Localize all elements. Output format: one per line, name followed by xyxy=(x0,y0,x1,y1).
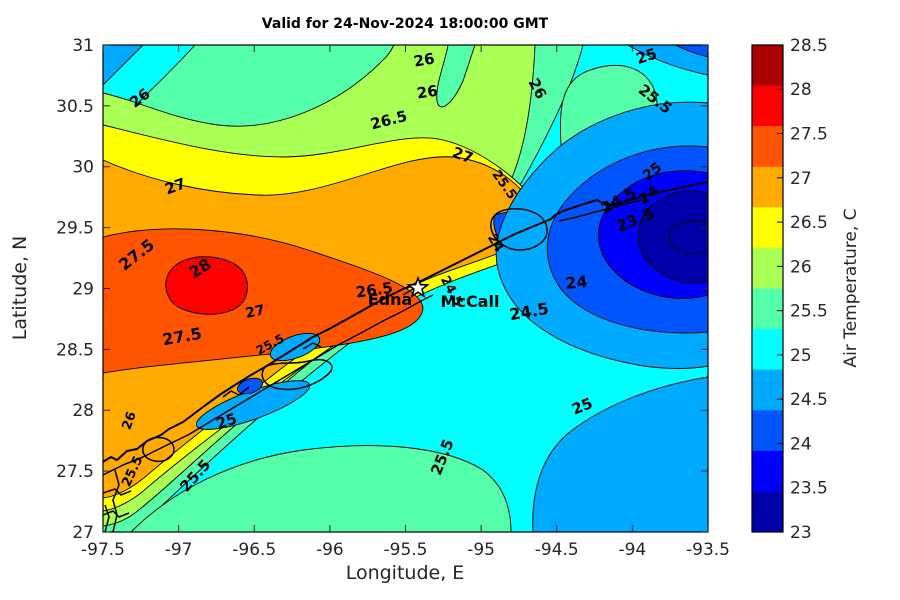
colorbar-tick-label: 23 xyxy=(790,523,812,543)
contour-label: 24 xyxy=(564,272,588,293)
temp-band-region xyxy=(627,45,708,76)
colorbar-tick-label: 25.5 xyxy=(790,302,828,322)
colorbar-tick-label: 28.5 xyxy=(790,36,828,56)
station-labels: Edna McCall xyxy=(368,290,500,311)
contour-line-23 xyxy=(668,220,708,254)
y-tick-label: 29.5 xyxy=(56,219,94,239)
colorbar-band xyxy=(752,126,783,168)
contour-label: 26.5 xyxy=(355,279,394,302)
x-tick-label: -95.5 xyxy=(384,540,428,560)
colorbar-tick-label: 27 xyxy=(790,169,812,189)
colorbar-band xyxy=(752,491,783,533)
temp-band-region xyxy=(532,376,708,532)
y-tick-labels: 31 30.5 30 29.5 29 28.5 28 27.5 27 xyxy=(56,36,94,543)
colorbar-tick-label: 27.5 xyxy=(790,124,828,144)
colorbar-band xyxy=(752,450,783,492)
station-marker-star xyxy=(406,275,430,298)
x-tick-label: -94.5 xyxy=(535,540,579,560)
x-axis-label: Longitude, E xyxy=(346,562,465,584)
colorbar-band xyxy=(752,166,783,208)
station-label: McCall xyxy=(441,292,500,311)
temp-band-region xyxy=(130,445,512,532)
figure-title: Valid for 24-Nov-2024 18:00:00 GMT xyxy=(262,16,549,32)
contour-label: 27 xyxy=(244,302,266,322)
colorbar-border xyxy=(751,44,784,533)
x-tick-label: -94 xyxy=(618,540,646,560)
x-tick-label: -97 xyxy=(165,540,193,560)
colorbar-tick-label: 24 xyxy=(790,434,812,454)
temp-band-region xyxy=(236,377,264,395)
station-label: Edna xyxy=(368,290,413,309)
axis-ticks xyxy=(102,44,709,533)
colorbar-band xyxy=(752,45,783,87)
contour-label: 25 xyxy=(214,409,239,433)
contour-label: 26 xyxy=(412,49,436,70)
x-tick-label: -96.5 xyxy=(232,540,276,560)
contour-label: 26 xyxy=(416,82,439,103)
contour-label: 26 xyxy=(120,410,140,432)
x-tick-label: -95 xyxy=(467,540,495,560)
temp-band-region xyxy=(165,256,248,315)
colorbar-tick-label: 26.5 xyxy=(790,213,828,233)
colorbar-band xyxy=(752,288,783,330)
y-tick-label: 30 xyxy=(72,158,94,178)
colorbar-tick-labels: 28.5 28 27.5 27 26.5 26 25.5 25 24.5 24 23.5 23 xyxy=(790,36,828,543)
x-tick-label: -93.5 xyxy=(686,540,730,560)
contour-label: 25 xyxy=(634,44,659,68)
y-tick-label: 28.5 xyxy=(56,340,94,360)
colorbar-band xyxy=(752,329,783,371)
colorbar-band xyxy=(752,247,783,289)
x-tick-labels: -97.5 -97 -96.5 -96 -95.5 -95 -94.5 -94 -93.5 xyxy=(81,540,730,560)
colorbar-band xyxy=(752,369,783,411)
colorbar-tick-label: 25 xyxy=(790,346,812,366)
colorbar-tick-label: 23.5 xyxy=(790,479,828,499)
colorbar-tick-label: 24.5 xyxy=(790,390,828,410)
y-tick-label: 30.5 xyxy=(56,97,94,117)
colorbar-ticks xyxy=(777,44,783,533)
colorbar xyxy=(752,45,783,533)
y-tick-label: 31 xyxy=(72,36,94,56)
y-axis-label: Latitude, N xyxy=(9,236,31,341)
colorbar-label: Air Temperature, C xyxy=(841,208,861,367)
colorbar-band xyxy=(752,85,783,127)
x-tick-label: -97.5 xyxy=(81,540,125,560)
x-tick-label: -96 xyxy=(316,540,344,560)
y-tick-label: 27 xyxy=(72,523,94,543)
y-tick-label: 27.5 xyxy=(56,462,94,482)
temp-band-region xyxy=(637,190,708,284)
colorbar-tick-label: 28 xyxy=(790,80,812,100)
colorbar-band xyxy=(752,207,783,249)
colorbar-tick-label: 26 xyxy=(790,257,812,277)
y-tick-label: 28 xyxy=(72,401,94,421)
y-tick-label: 29 xyxy=(72,279,94,299)
colorbar-band xyxy=(752,410,783,452)
